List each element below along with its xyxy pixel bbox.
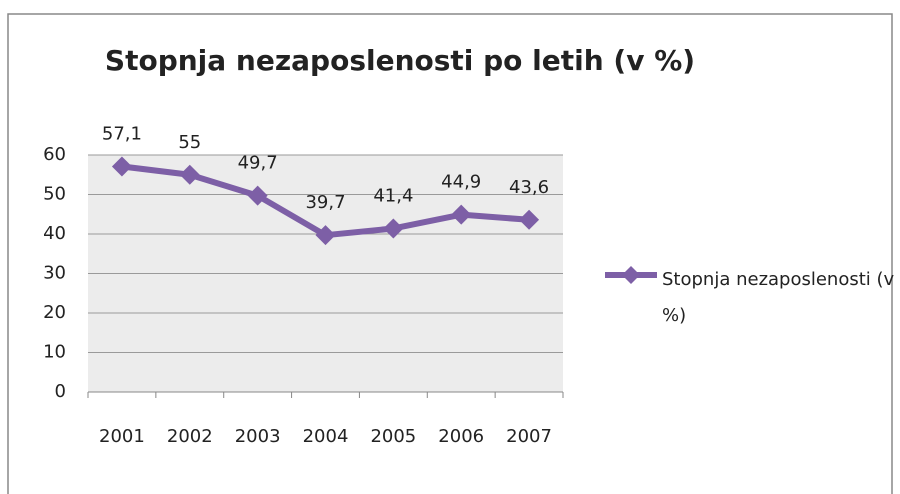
x-tick-label: 2002 — [167, 426, 213, 447]
data-label: 44,9 — [441, 172, 481, 193]
legend-label: Stopnja nezaposlenosti (v %) — [662, 269, 895, 326]
y-tick-label: 60 — [43, 144, 66, 165]
y-tick-label: 30 — [43, 263, 66, 284]
y-tick-label: 0 — [55, 381, 66, 402]
x-tick-label: 2006 — [438, 426, 484, 447]
marker — [179, 164, 200, 185]
marker — [451, 204, 472, 225]
data-label: 43,6 — [509, 177, 549, 198]
chart-title: Stopnja nezaposlenosti po letih (v %) — [105, 44, 695, 77]
x-tick-label: 2001 — [99, 426, 145, 447]
y-tick-label: 10 — [43, 342, 66, 363]
x-tick-label: 2005 — [370, 426, 416, 447]
marker — [111, 156, 132, 177]
marker — [519, 209, 540, 230]
data-label: 39,7 — [305, 192, 345, 213]
legend-marker — [622, 266, 640, 284]
marker — [383, 218, 404, 239]
x-tick-label: 2007 — [506, 426, 552, 447]
data-label: 41,4 — [373, 185, 413, 206]
y-tick-label: 40 — [43, 223, 66, 244]
x-tick-label: 2004 — [303, 426, 349, 447]
data-label: 57,1 — [102, 123, 142, 144]
y-tick-label: 50 — [43, 184, 66, 205]
marker — [247, 185, 268, 206]
x-tick-label: 2003 — [235, 426, 281, 447]
data-label: 55 — [178, 132, 201, 153]
y-tick-label: 20 — [43, 302, 66, 323]
marker — [315, 225, 336, 246]
data-label: 49,7 — [238, 153, 278, 174]
